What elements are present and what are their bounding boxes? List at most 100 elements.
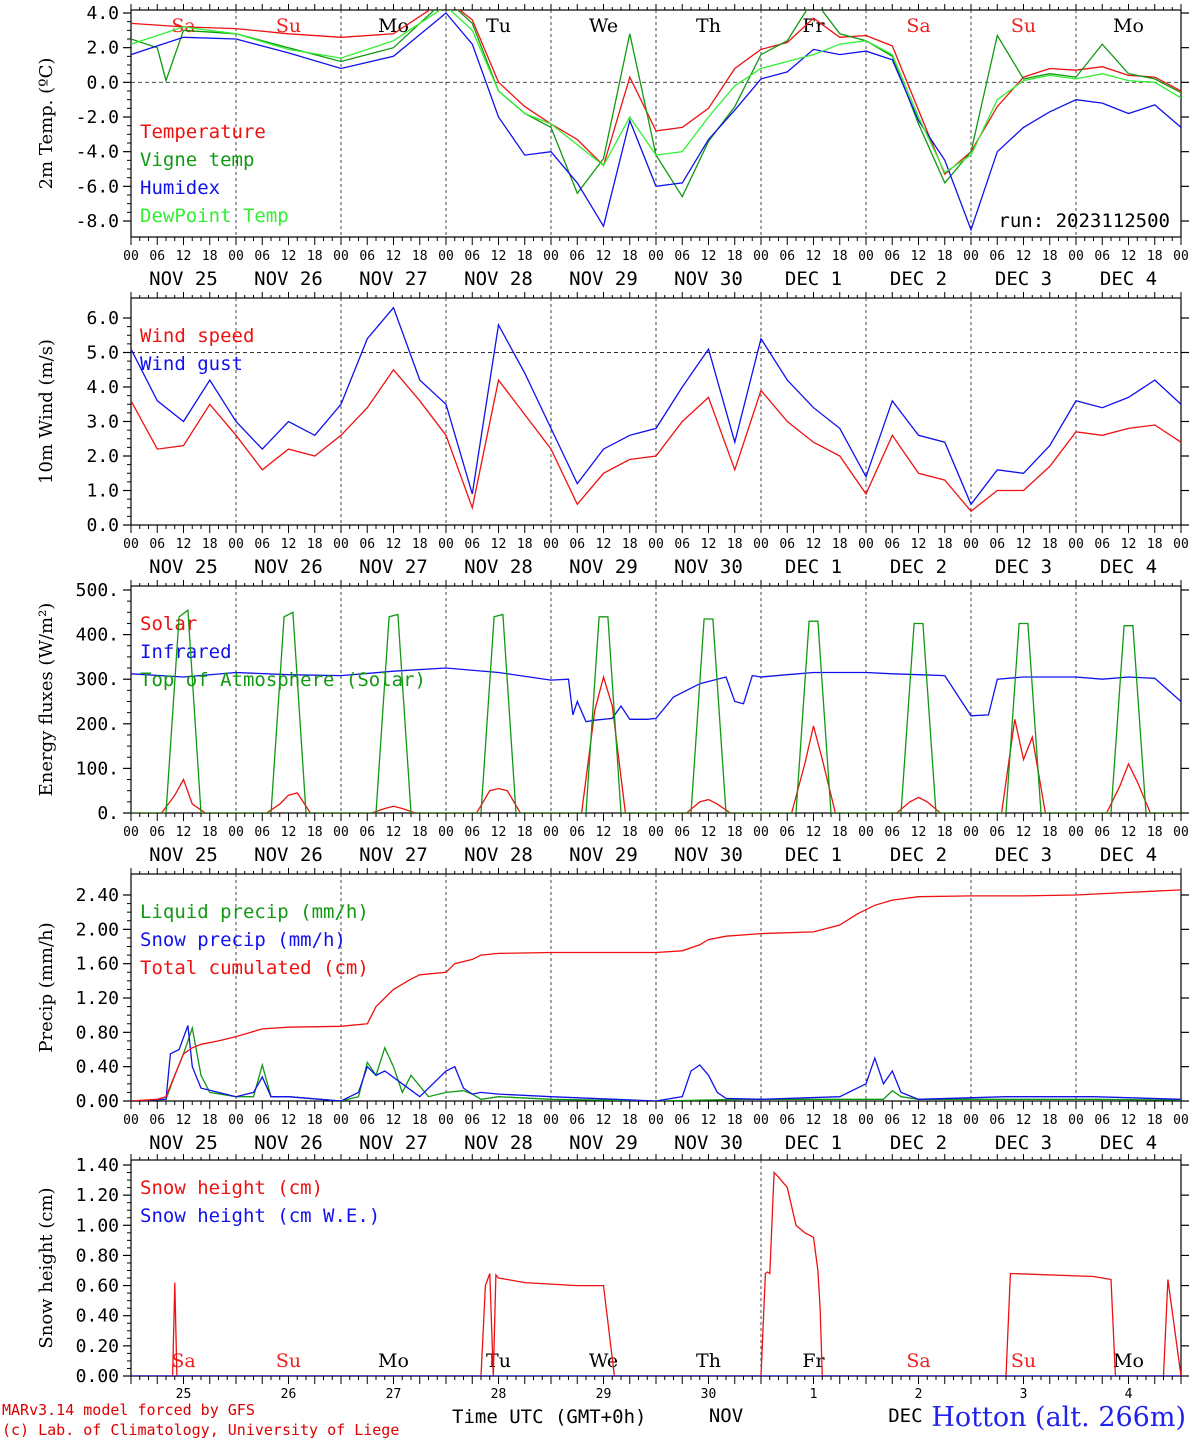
x-hour-label: 12 xyxy=(491,537,507,552)
x-month-label: DEC xyxy=(888,1405,922,1427)
legend-entry: Top of Atmosphere (Solar) xyxy=(140,669,426,691)
x-day-label: NOV 29 xyxy=(569,268,638,290)
x-day-number: 25 xyxy=(176,1387,192,1402)
x-day-number: 29 xyxy=(596,1387,612,1402)
x-hour-label: 06 xyxy=(464,825,480,840)
y-tick-label: 5.0 xyxy=(86,343,119,364)
x-day-number: 3 xyxy=(1020,1387,1028,1402)
legend-entry: Humidex xyxy=(140,177,220,199)
x-hour-label: 00 xyxy=(543,537,559,552)
x-hour-label: 00 xyxy=(228,825,244,840)
x-hour-label: 06 xyxy=(989,1113,1005,1128)
x-hour-label: 18 xyxy=(832,1113,848,1128)
x-day-label: DEC 1 xyxy=(785,844,842,866)
x-hour-label: 06 xyxy=(1094,825,1110,840)
x-hour-label: 00 xyxy=(753,537,769,552)
x-hour-label: 00 xyxy=(438,825,454,840)
x-hour-label: 18 xyxy=(937,825,953,840)
weekday-label: Mo xyxy=(378,15,409,37)
x-day-label: DEC 4 xyxy=(1100,844,1157,866)
x-hour-label: 06 xyxy=(149,825,165,840)
x-day-label: NOV 29 xyxy=(569,556,638,578)
x-hour-label: 00 xyxy=(648,1113,664,1128)
x-hour-label: 06 xyxy=(464,537,480,552)
x-hour-label: 00 xyxy=(858,537,874,552)
y-tick-label: 0.40 xyxy=(76,1306,119,1327)
x-hour-label: 06 xyxy=(254,825,270,840)
x-hour-label: 18 xyxy=(517,537,533,552)
run-label: run: 2023112500 xyxy=(998,210,1170,232)
x-hour-label: 06 xyxy=(884,537,900,552)
y-tick-label: 1.20 xyxy=(76,1185,119,1206)
x-day-label: DEC 1 xyxy=(785,268,842,290)
legend-entry: Snow height (cm) xyxy=(140,1177,323,1199)
x-month-label: NOV xyxy=(709,1405,743,1427)
x-day-label: NOV 28 xyxy=(464,556,533,578)
x-hour-label: 18 xyxy=(202,825,218,840)
x-hour-label: 00 xyxy=(438,1113,454,1128)
x-hour-label: 12 xyxy=(281,825,297,840)
x-hour-label: 18 xyxy=(622,825,638,840)
x-hour-label: 00 xyxy=(963,249,979,264)
x-day-label: NOV 25 xyxy=(149,556,218,578)
x-hour-label: 18 xyxy=(727,1113,743,1128)
panel-5: 1.40 1.20 1.00 0.80 0.60 0.40 0.20 0.00 Snow hei… xyxy=(36,1154,1189,1427)
x-hour-label: 12 xyxy=(1121,825,1137,840)
x-hour-label: 00 xyxy=(543,249,559,264)
x-hour-label: 18 xyxy=(622,537,638,552)
x-hour-label: 12 xyxy=(1121,249,1137,264)
weekday-label: Sa xyxy=(906,15,930,37)
x-hour-label: 12 xyxy=(596,825,612,840)
x-day-label: NOV 25 xyxy=(149,844,218,866)
y-tick-label: 1.60 xyxy=(76,954,119,975)
x-day-label: DEC 4 xyxy=(1100,556,1157,578)
y-tick-label: 300. xyxy=(76,669,119,690)
x-hour-label: 18 xyxy=(1042,249,1058,264)
y-tick-label: 1.40 xyxy=(76,1155,119,1176)
series-line-humidex xyxy=(131,12,1181,232)
x-hour-label: 00 xyxy=(333,1113,349,1128)
x-day-label: NOV 27 xyxy=(359,556,428,578)
x-day-label: NOV 28 xyxy=(464,268,533,290)
weekday-label: Sa xyxy=(171,1350,195,1372)
x-hour-label: 18 xyxy=(622,249,638,264)
x-hour-label: 12 xyxy=(596,537,612,552)
y-axis-title: 2m Temp. (ºC) xyxy=(36,58,57,190)
x-day-label: NOV 29 xyxy=(569,844,638,866)
x-day-label: NOV 26 xyxy=(254,556,323,578)
x-hour-label: 18 xyxy=(412,1113,428,1128)
x-hour-label: 18 xyxy=(1147,825,1163,840)
x-day-label: NOV 26 xyxy=(254,268,323,290)
x-hour-label: 00 xyxy=(963,825,979,840)
y-tick-label: 2.00 xyxy=(76,919,119,940)
weekday-label: Sa xyxy=(171,15,195,37)
weekday-label: Sa xyxy=(906,1350,930,1372)
weekday-label: Su xyxy=(1011,15,1036,37)
x-hour-label: 06 xyxy=(884,825,900,840)
y-tick-label: -8.0 xyxy=(76,211,119,232)
y-tick-label: 200. xyxy=(76,714,119,735)
x-hour-label: 06 xyxy=(779,537,795,552)
x-day-label: NOV 28 xyxy=(464,1132,533,1154)
x-hour-label: 00 xyxy=(438,537,454,552)
y-tick-label: 3.0 xyxy=(86,412,119,433)
y-tick-label: 2.40 xyxy=(76,885,119,906)
x-day-label: NOV 30 xyxy=(674,556,743,578)
x-day-label: NOV 28 xyxy=(464,844,533,866)
x-day-number: 28 xyxy=(491,1387,507,1402)
x-hour-label: 18 xyxy=(202,537,218,552)
x-hour-label: 18 xyxy=(412,537,428,552)
legend-entry: Solar xyxy=(140,613,197,635)
x-hour-label: 06 xyxy=(674,825,690,840)
x-day-label: NOV 27 xyxy=(359,1132,428,1154)
weekday-label: Mo xyxy=(378,1350,409,1372)
y-tick-label: 0.00 xyxy=(76,1091,119,1112)
x-hour-label: 06 xyxy=(674,537,690,552)
panel-2: 6.0 5.0 4.0 3.0 2.0 1.0 0.0 10m Wind (m/s) 00 06 1… xyxy=(36,292,1189,578)
x-hour-label: 18 xyxy=(727,249,743,264)
x-hour-label: 12 xyxy=(596,1113,612,1128)
x-day-label: DEC 1 xyxy=(785,556,842,578)
x-hour-label: 18 xyxy=(937,537,953,552)
x-hour-label: 12 xyxy=(596,249,612,264)
x-hour-label: 18 xyxy=(517,1113,533,1128)
